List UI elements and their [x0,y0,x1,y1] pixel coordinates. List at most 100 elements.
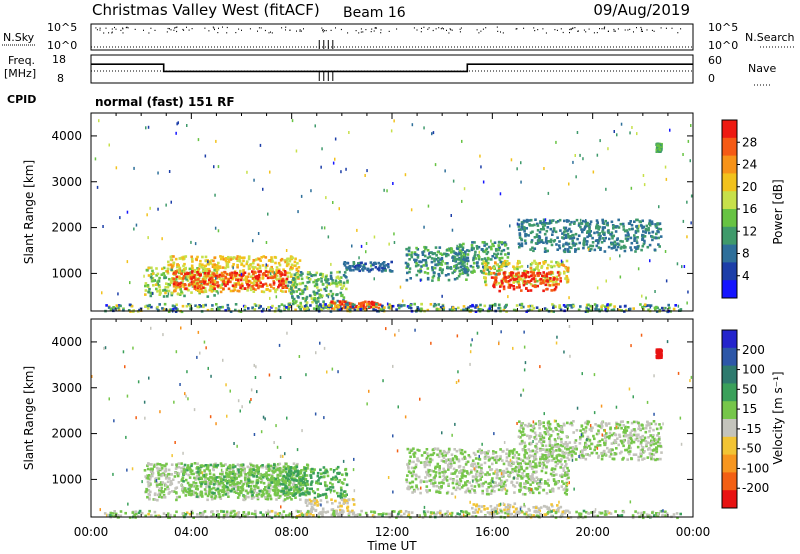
scatter-cell [275,274,279,278]
scatter-cell [599,139,601,143]
scatter-cell [240,463,243,467]
scatter-cell [655,232,658,236]
scatter-cell [169,258,173,261]
scatter-cell [502,264,504,268]
scatter-cell [547,283,550,287]
figure-title: Christmas Valley West (fitACF) [92,1,320,19]
scatter-cell [299,471,303,475]
scatter-cell [372,308,375,311]
scatter-cell [575,175,577,179]
scatter-cell [648,231,651,235]
scatter-cell [461,263,464,266]
scatter-cell [583,240,586,243]
scatter-cell [610,231,614,234]
scatter-cell [190,282,194,286]
scatter-cell [441,294,443,298]
scatter-cell [160,490,164,494]
scatter-cell [645,296,647,300]
scatter-cell [254,279,258,283]
scatter-cell [520,244,524,248]
scatter-cell [495,255,499,259]
scatter-cell [619,247,623,250]
nsky-point [441,27,443,29]
scatter-cell [467,268,470,272]
scatter-cell [300,274,303,277]
scatter-cell [481,241,485,244]
scatter-cell [561,236,564,239]
scatter-cell [265,241,268,244]
scatter-cell [616,242,619,245]
scatter-cell [253,303,257,306]
scatter-cell [460,486,464,489]
scatter-cell [196,282,199,285]
nsky-point [624,29,626,31]
scatter-cell [397,306,401,310]
scatter-cell [522,305,525,309]
scatter-cell [209,482,212,485]
scatter-cell [636,224,639,228]
colorbar-tick-label: 20 [742,180,757,194]
scatter-cell [529,263,533,266]
scatter-cell [480,463,483,467]
scatter-cell [277,308,281,311]
scatter-cell [187,473,190,477]
scatter-cell [266,276,270,280]
scatter-cell [416,306,419,309]
scatter-cell [491,255,494,258]
scatter-cell [190,257,194,261]
scatter-cell [407,249,411,253]
scatter-cell [277,285,280,289]
scatter-cell [225,471,228,475]
scatter-cell [174,471,177,475]
scatter-cell [238,274,242,277]
scatter-cell [447,484,450,487]
scatter-cell [175,275,179,279]
scatter-cell [533,452,537,456]
scatter-cell [547,222,550,225]
scatter-cell [267,464,270,468]
scatter-cell [505,452,508,456]
scatter-cell [356,264,359,267]
scatter-cell [504,471,508,474]
scatter-cell [258,306,261,310]
scatter-cell [588,230,591,233]
scatter-cell [261,476,265,479]
scatter-cell [588,249,592,252]
scatter-cell [426,277,430,281]
scatter-cell [549,472,553,476]
scatter-cell [185,304,189,308]
scatter-cell [320,308,323,312]
scatter-cell [316,504,319,507]
scatter-cell [252,495,256,499]
scatter-cell [310,470,313,474]
scatter-cell [282,268,285,271]
scatter-cell [286,284,290,288]
scatter-cell [147,489,151,492]
scatter-cell [295,486,299,489]
scatter-cell [612,227,615,230]
scatter-cell [361,269,365,272]
scatter-cell [510,274,513,277]
scatter-cell [569,230,573,233]
scatter-cell [464,258,467,261]
scatter-cell [565,463,568,466]
scatter-cell [209,475,212,479]
scatter-cell [290,287,293,290]
scatter-cell [256,263,260,267]
scatter-cell [636,245,639,249]
scatter-cell [184,266,187,270]
scatter-cell [279,471,282,474]
scatter-cell [187,466,191,469]
scatter-cell [243,469,246,473]
scatter-cell [167,292,170,296]
scatter-cell [210,259,213,262]
scatter-cell [479,303,482,307]
scatter-cell [320,277,323,280]
nsky-point [640,26,642,29]
scatter-cell [168,170,171,173]
scatter-cell [252,464,255,467]
scatter-cell [472,258,475,262]
scatter-cell [147,482,151,486]
scatter-cell [225,475,228,478]
